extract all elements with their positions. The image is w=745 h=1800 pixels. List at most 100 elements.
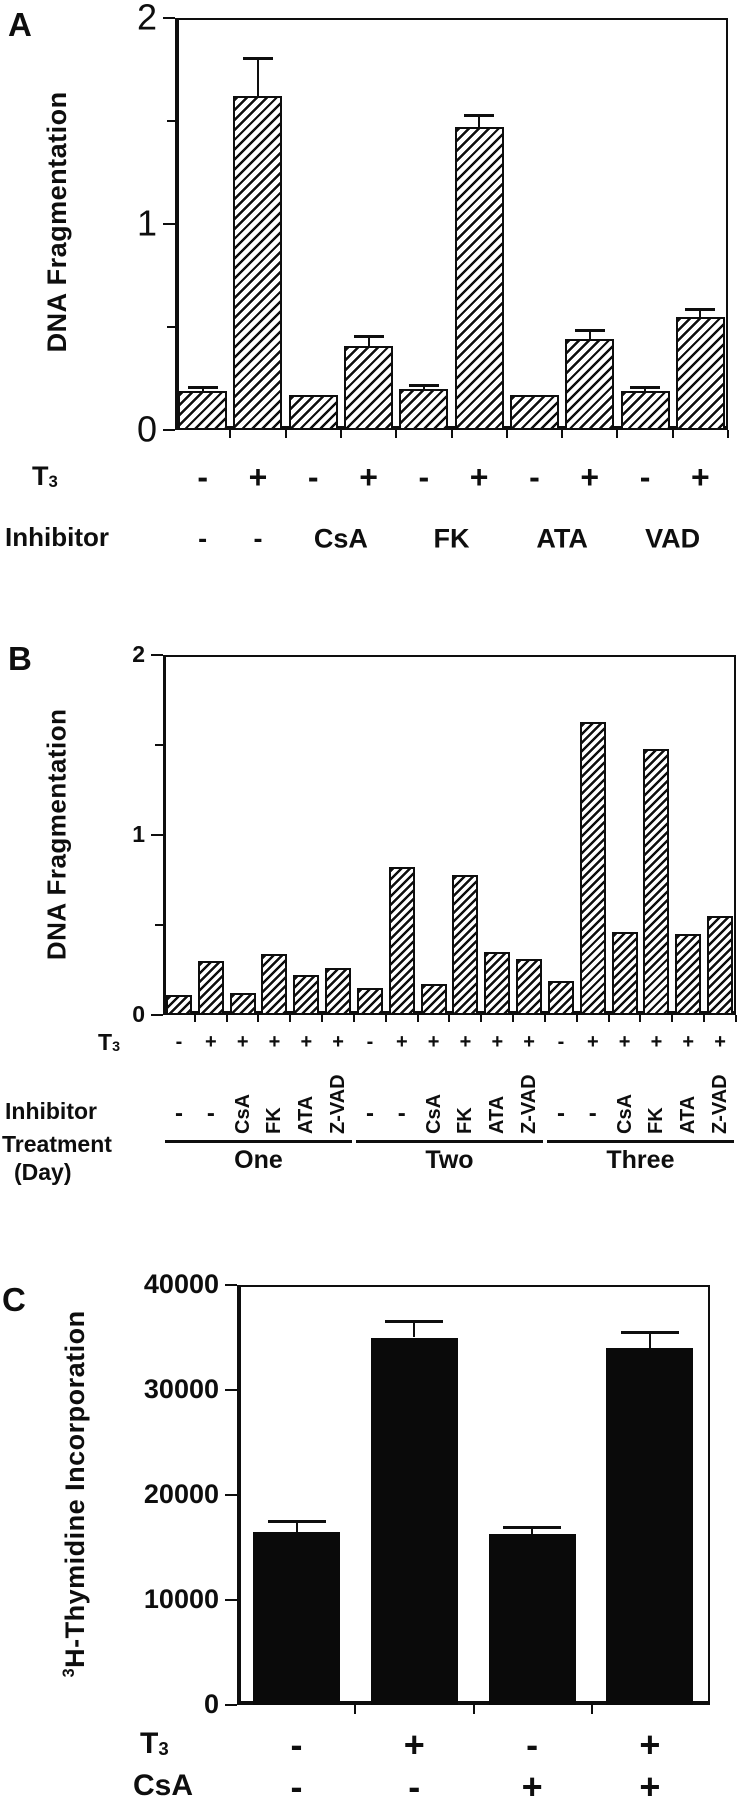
t3-label-text: T <box>140 1727 159 1760</box>
panel-a-error-bar-cap-9 <box>630 386 661 390</box>
panel-b-bar-6 <box>325 968 352 1015</box>
panel-b-inhibitor-value-3: CsA <box>231 1093 254 1134</box>
panel-b-inhibitor-value-18: Z-VAD <box>709 1074 732 1134</box>
panel-b-x-tick <box>734 1015 737 1022</box>
t3-label-subscript: 3 <box>112 1039 120 1056</box>
panel-c-error-bar-stem-1 <box>295 1522 298 1532</box>
panel-b-bar-17 <box>675 934 702 1015</box>
panel-b-x-tick <box>575 1015 578 1022</box>
panel-a-bar-7 <box>509 394 559 430</box>
panel-c-y-tick <box>225 1388 237 1392</box>
t3-label-subscript: 3 <box>48 471 58 491</box>
panel-a-error-bar-stem-8 <box>588 331 591 340</box>
panel-a-t3-row-label: T3 <box>32 463 58 490</box>
panel-a-x-tick <box>450 430 453 438</box>
panel-b-t3-symbol-3: + <box>236 1031 249 1053</box>
panel-a-error-bar-cap-2 <box>242 56 273 60</box>
panel-b-inhibitor-value-16: FK <box>645 1107 668 1134</box>
panel-b-inhibitor-value-11: ATA <box>486 1095 509 1134</box>
panel-a-t3-symbol-3: - <box>307 459 319 495</box>
panel-a-inhibitor-value-6: VAD <box>645 523 701 554</box>
panel-c-y-tick <box>225 1598 237 1602</box>
panel-b-x-tick <box>671 1015 674 1022</box>
panel-c-error-bar-stem-2 <box>413 1322 416 1338</box>
panel-b-t3-symbol-1: - <box>175 1031 183 1053</box>
panel-c-t3-symbol-4: + <box>639 1724 661 1765</box>
panel-c-bar-4 <box>606 1348 694 1705</box>
panel-b-inhibitor-value-12: Z-VAD <box>518 1074 541 1134</box>
panel-b-treatment-row-label: Treatment <box>2 1131 112 1157</box>
panel-a-bar-10 <box>675 316 725 430</box>
panel-b-t3-symbol-12: + <box>523 1031 535 1053</box>
panel-a-t3-symbol-8: + <box>580 459 600 495</box>
panel-b-bar-10 <box>452 874 479 1015</box>
panel-b-x-tick <box>543 1015 546 1022</box>
panel-b-day-group-label-1: One <box>234 1146 283 1174</box>
panel-c-x-tick <box>354 1705 357 1714</box>
panel-b-x-tick <box>289 1015 292 1022</box>
panel-c-y-tick-label: 20000 <box>143 1478 219 1509</box>
panel-c-y-tick-label: 40000 <box>143 1268 219 1299</box>
panel-a-y-minor-tick <box>167 326 175 328</box>
panel-b-t3-symbol-13: - <box>557 1031 565 1053</box>
panel-b-t3-symbol-14: + <box>586 1031 599 1053</box>
panel-b-bar-13 <box>547 980 574 1015</box>
panel-c-y-tick <box>225 1283 237 1287</box>
panel-a-inhibitor-value-4: FK <box>433 523 470 554</box>
panel-a-y-tick-label: 0 <box>136 408 157 450</box>
panel-a-bar-1 <box>178 390 228 430</box>
panel-c-letter: C <box>2 1281 26 1318</box>
panel-b-bar-2 <box>197 961 224 1015</box>
panel-a-t3-symbol-5: - <box>418 459 430 495</box>
panel-a-error-bar-stem-5 <box>422 386 425 389</box>
panel-b-x-tick <box>448 1015 451 1022</box>
panel-b-x-tick <box>639 1015 642 1022</box>
panel-a-t3-symbol-4: + <box>359 459 378 495</box>
panel-c-csa-symbol-4: + <box>639 1766 661 1800</box>
panel-a-t3-symbol-7: - <box>529 459 540 495</box>
panel-b-inhibitor-value-8: - <box>397 1100 406 1127</box>
panel-c-t3-symbol-2: + <box>403 1724 425 1765</box>
panel-b-y-tick <box>151 653 163 657</box>
panel-c-error-bar-cap-3 <box>503 1526 562 1530</box>
panel-b-t3-symbol-8: + <box>395 1031 408 1053</box>
panel-b-bar-8 <box>388 867 415 1015</box>
panel-a-inhibitor-value-3: CsA <box>313 523 368 554</box>
panel-b-y-tick <box>151 833 163 837</box>
panel-a-error-bar-stem-9 <box>644 388 647 391</box>
panel-a-error-bar-stem-10 <box>699 310 702 317</box>
panel-a-error-bar-stem-4 <box>367 337 370 346</box>
panel-b-bar-12 <box>516 959 543 1015</box>
panel-a-x-tick <box>284 430 287 438</box>
panel-b-day-group-label-3: Three <box>606 1146 675 1174</box>
panel-b-inhibitor-value-5: ATA <box>295 1095 318 1134</box>
panel-a-bar-9 <box>620 390 670 430</box>
panel-a-error-bar-stem-1 <box>201 388 204 391</box>
panel-a-error-bar-cap-8 <box>574 328 605 332</box>
panel-a-y-tick-label: 1 <box>136 202 157 244</box>
panel-c-error-bar-cap-1 <box>267 1519 326 1523</box>
panel-a-x-tick <box>616 430 619 438</box>
panel-b-x-tick <box>607 1015 610 1022</box>
t3-label-text: T <box>32 461 49 491</box>
panel-b-inhibitor-value-15: CsA <box>613 1093 636 1134</box>
panel-c-csa-row-label: CsA <box>133 1769 194 1800</box>
panel-a-x-tick <box>505 430 508 438</box>
panel-b-day-group-line-2 <box>355 1140 543 1143</box>
panel-b-bar-9 <box>420 984 447 1015</box>
panel-c-y-tick-label: 0 <box>203 1688 219 1719</box>
panel-a-t3-symbol-10: + <box>691 459 710 495</box>
panel-b-y-tick-label: 1 <box>132 821 145 848</box>
panel-c-error-bar-stem-4 <box>648 1333 651 1348</box>
panel-c-x-tick <box>472 1705 475 1714</box>
panel-c-csa-symbol-2: - <box>408 1766 421 1800</box>
panel-a-error-bar-stem-2 <box>256 59 259 97</box>
panel-b-t3-symbol-18: + <box>714 1031 726 1053</box>
panel-b-x-tick <box>352 1015 355 1022</box>
panel-a-x-tick <box>727 430 729 438</box>
panel-b-x-tick <box>480 1015 483 1022</box>
panel-a-bar-4 <box>344 345 394 430</box>
panel-c-error-bar-cap-2 <box>385 1320 444 1324</box>
panel-b-t3-symbol-7: - <box>366 1031 374 1053</box>
panel-b-t3-row-label: T3 <box>98 1031 120 1056</box>
